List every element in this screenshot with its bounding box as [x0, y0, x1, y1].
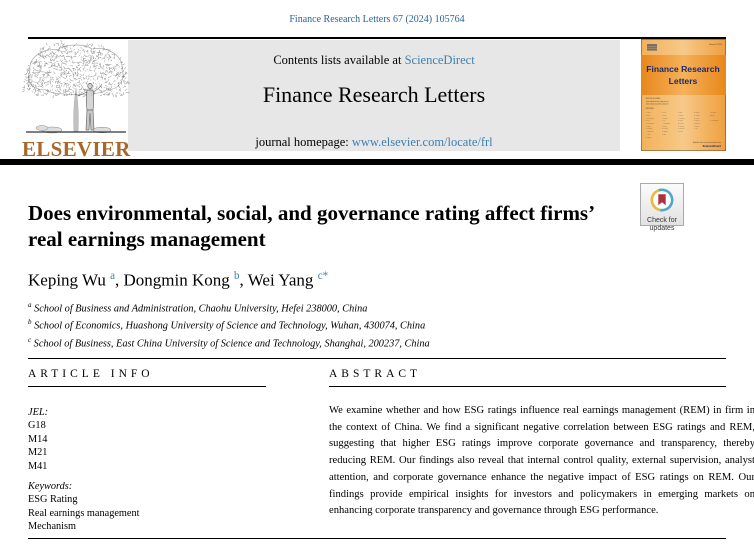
svg-text:W. Kim Camp: W. Kim Camp — [646, 117, 654, 119]
svg-text:N. Mohammed: N. Mohammed — [646, 123, 655, 125]
svg-text:S. Teplova: S. Teplova — [694, 123, 700, 125]
svg-text:EDITORS: EDITORS — [646, 108, 654, 110]
svg-text:D. Zhang: D. Zhang — [646, 136, 651, 138]
svg-text:S. Mann: S. Mann — [678, 120, 683, 122]
svg-text:K. Chan: K. Chan — [646, 112, 651, 114]
svg-text:K. Keasey: K. Keasey — [662, 117, 668, 119]
svg-text:M. Rezaee: M. Rezaee — [662, 128, 668, 130]
svg-text:T. Fang: T. Fang — [678, 112, 682, 114]
svg-text:T. Walker: T. Walker — [694, 126, 700, 128]
svg-text:W. Mensi: W. Mensi — [694, 117, 700, 119]
svg-text:Finance Research: Finance Research — [646, 64, 720, 74]
svg-text:J. Foye: J. Foye — [662, 112, 666, 114]
svg-text:X. Wu: X. Wu — [694, 128, 698, 130]
svg-text:EDITOR IN CHIEF: EDITOR IN CHIEF — [646, 98, 660, 100]
svg-text:O. Sezer: O. Sezer — [678, 131, 684, 133]
svg-text:F. Furfaro: F. Furfaro — [678, 115, 684, 117]
svg-text:C. Fung: C. Fung — [662, 115, 667, 117]
svg-text:D. Gozgor: D. Gozgor — [694, 115, 700, 117]
svg-text:F. Tsen: F. Tsen — [662, 134, 666, 136]
svg-text:Letters: Letters — [669, 76, 698, 86]
svg-text:Volume 67 2024: Volume 67 2024 — [709, 44, 722, 46]
svg-text:Y. Yang: Y. Yang — [646, 134, 650, 136]
svg-text:S. Sayilgan: S. Sayilgan — [678, 128, 685, 130]
svg-text:M. Nadeem: M. Nadeem — [678, 126, 684, 128]
svg-text:B. Mizrach: B. Mizrach — [678, 123, 684, 125]
svg-text:Y. Liu: Y. Liu — [662, 120, 665, 122]
svg-text:C. Rosado: C. Rosado — [646, 128, 652, 130]
svg-text:ScienceDirect: ScienceDirect — [702, 144, 722, 148]
svg-text:S. Lee: S. Lee — [646, 120, 650, 122]
svg-text:T. Mazer: T. Mazer — [646, 126, 651, 128]
svg-text:L. Nguyen: L. Nguyen — [694, 120, 700, 122]
svg-text:F. Nepra: F. Nepra — [662, 126, 667, 128]
svg-text:S. Eom: S. Eom — [646, 115, 650, 117]
